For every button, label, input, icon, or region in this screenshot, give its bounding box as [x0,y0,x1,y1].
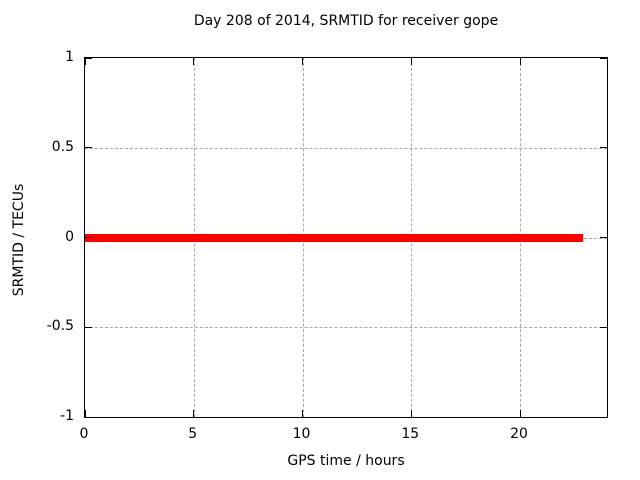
y-tick-mark [85,57,92,59]
y-tick-mark [85,147,92,149]
y-tick-mark [85,416,92,418]
x-tick-mark [84,410,86,417]
x-tick-mark [410,58,412,65]
y-tick-mark [85,237,92,238]
gridline-horizontal [85,147,607,149]
y-tick-label: 1 [65,49,74,65]
x-tick-label: 15 [401,426,420,442]
y-tick-label: 0.5 [51,138,74,155]
x-tick-mark [519,410,521,417]
x-tick-mark [193,58,195,65]
x-axis-label: GPS time / hours [287,453,405,469]
y-tick-label: -1 [60,408,74,424]
x-tick-mark [84,58,86,65]
y-tick-mark [600,326,607,328]
y-tick-mark [600,57,607,59]
x-tick-label: 10 [292,426,311,442]
y-tick-label: -0.5 [46,318,74,335]
y-tick-mark [600,416,607,418]
plot-area [84,57,608,418]
y-tick-mark [85,326,92,328]
gridline-horizontal [85,327,607,329]
y-tick-label: 0 [65,228,74,245]
y-tick-mark [600,237,607,238]
x-tick-mark [302,58,303,65]
x-tick-label: 0 [79,426,89,442]
y-tick-mark [600,147,607,149]
data-series-line [85,233,584,242]
x-tick-mark [410,410,412,417]
x-tick-mark [193,410,195,417]
x-tick-label: 5 [188,426,198,442]
chart-title: Day 208 of 2014, SRMTID for receiver gop… [193,13,499,29]
x-tick-mark [519,58,521,65]
x-tick-mark [302,410,303,417]
x-tick-label: 20 [510,426,528,442]
